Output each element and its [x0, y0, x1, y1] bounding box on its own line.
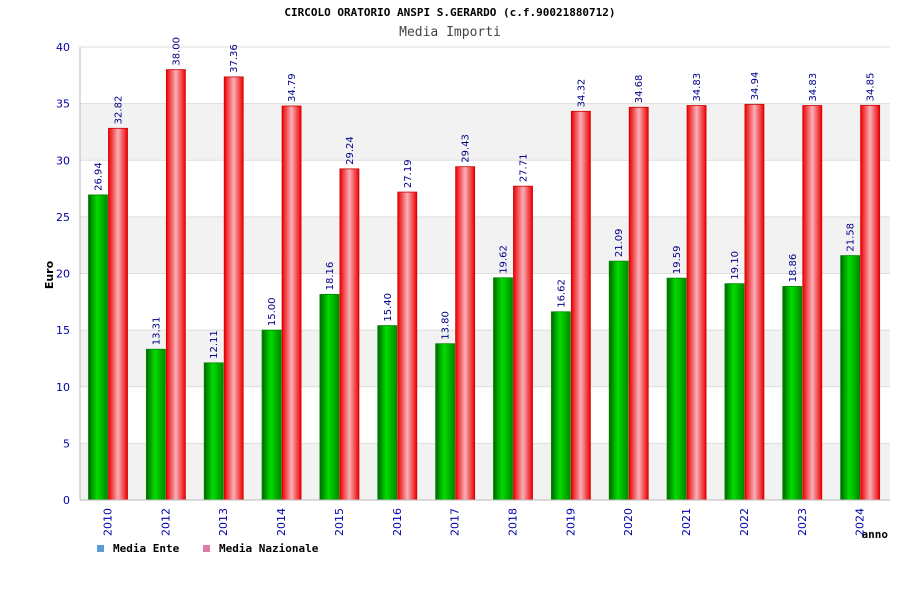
bar-media-ente: [724, 283, 745, 501]
x-tick-label: 2013: [217, 508, 230, 536]
x-tick-label: 2012: [159, 508, 172, 536]
legend-item-media-ente: Media Ente: [97, 542, 179, 555]
legend-label-media-nazionale: Media Nazionale: [219, 542, 319, 555]
legend-item-media-nazionale: Media Nazionale: [203, 542, 318, 555]
y-tick-label: 20: [56, 268, 70, 281]
grid-band: [80, 330, 890, 387]
x-tick-label: 2023: [796, 508, 809, 536]
bar-media-ente: [840, 255, 861, 501]
data-label: 32.82: [114, 96, 125, 125]
bar-media-ente: [88, 194, 108, 501]
grid-band: [80, 443, 890, 500]
bar-media-nazionale: [455, 166, 476, 501]
data-label: 15.40: [383, 293, 394, 322]
data-label: 15.00: [267, 297, 278, 326]
legend-swatch-media-nazionale: [203, 545, 210, 552]
x-tick-label: 2015: [333, 508, 346, 536]
data-label: 13.80: [441, 311, 452, 340]
bar-media-ente: [261, 329, 282, 501]
x-tick-label: 2016: [391, 508, 404, 536]
data-label: 29.24: [345, 136, 356, 165]
grid-band: [80, 160, 890, 217]
data-label: 18.16: [325, 262, 336, 291]
bar-media-nazionale: [281, 105, 302, 501]
x-tick-label: 2014: [275, 508, 288, 536]
bar-media-ente: [608, 260, 629, 501]
data-label: 26.94: [94, 162, 105, 191]
data-label: 34.85: [866, 73, 877, 102]
grid-band: [80, 47, 890, 104]
x-tick-label: 2024: [854, 508, 867, 536]
bar-media-nazionale: [165, 69, 186, 501]
bar-media-ente: [145, 348, 166, 501]
y-tick-label: 0: [63, 494, 70, 507]
y-tick-label: 5: [63, 437, 70, 450]
data-label: 27.19: [403, 159, 414, 188]
x-tick-label: 2019: [564, 508, 577, 536]
data-label: 34.32: [576, 79, 587, 108]
chart-subtitle: Media Importi: [399, 25, 501, 40]
x-tick-label: 2017: [449, 508, 462, 536]
grid-band: [80, 103, 890, 161]
x-tick-label: 2021: [680, 508, 693, 536]
legend-swatch-media-ente: [97, 545, 104, 552]
y-tick-label: 15: [56, 324, 70, 337]
data-label: 37.36: [229, 44, 240, 73]
grid-band: [80, 273, 890, 331]
grid-band: [80, 216, 890, 274]
bar-media-nazionale: [223, 76, 244, 501]
bar-media-nazionale: [513, 185, 533, 501]
chart-title: CIRCOLO ORATORIO ANSPI S.GERARDO (c.f.90…: [284, 6, 616, 19]
bar-media-ente: [435, 343, 456, 501]
bar-media-nazionale: [108, 127, 128, 501]
x-axis-label: anno: [862, 528, 889, 541]
bar-media-ente: [782, 286, 803, 501]
x-tick-label: 2020: [622, 508, 635, 536]
x-tick-label: 2010: [102, 508, 115, 536]
bar-media-ente: [203, 362, 224, 501]
y-tick-label: 40: [56, 41, 70, 54]
bar-media-ente: [550, 311, 571, 501]
y-tick-label: 10: [56, 381, 70, 394]
bar-media-ente: [666, 277, 687, 501]
x-tick-label: 2022: [738, 508, 751, 536]
data-label: 12.11: [209, 330, 220, 359]
bar-media-nazionale: [628, 106, 649, 501]
data-label: 21.09: [614, 229, 625, 258]
y-axis-label: Euro: [43, 260, 56, 289]
data-label: 27.71: [519, 154, 530, 183]
bar-media-nazionale: [570, 110, 591, 501]
data-label: 34.83: [808, 73, 819, 102]
grid-band: [80, 386, 890, 444]
y-tick-label: 35: [56, 98, 70, 111]
bar-media-ente: [493, 277, 513, 501]
data-label: 21.58: [846, 223, 857, 252]
y-tick-label: 25: [56, 211, 70, 224]
data-label: 29.43: [461, 134, 472, 163]
bar-media-nazionale: [686, 105, 707, 501]
y-tick-label: 30: [56, 154, 70, 167]
x-tick-label: 2018: [507, 508, 520, 536]
bar-media-nazionale: [802, 105, 823, 501]
data-label: 38.00: [171, 37, 182, 66]
bar-media-ente: [319, 293, 340, 501]
bar-media-nazionale: [339, 168, 360, 501]
bar-media-ente: [377, 325, 398, 501]
data-label: 18.86: [788, 254, 799, 283]
bar-media-nazionale: [397, 191, 418, 501]
data-label: 13.31: [151, 317, 162, 346]
bar-media-nazionale: [860, 104, 881, 501]
data-label: 19.62: [499, 245, 510, 274]
data-label: 34.79: [287, 73, 298, 102]
data-label: 19.10: [730, 251, 741, 280]
data-label: 34.94: [750, 72, 761, 101]
data-label: 16.62: [556, 279, 567, 308]
bar-media-nazionale: [744, 103, 765, 501]
data-label: 34.68: [634, 75, 645, 104]
data-label: 19.59: [672, 246, 683, 275]
legend-label-media-ente: Media Ente: [113, 542, 180, 555]
data-label: 34.83: [692, 73, 703, 102]
